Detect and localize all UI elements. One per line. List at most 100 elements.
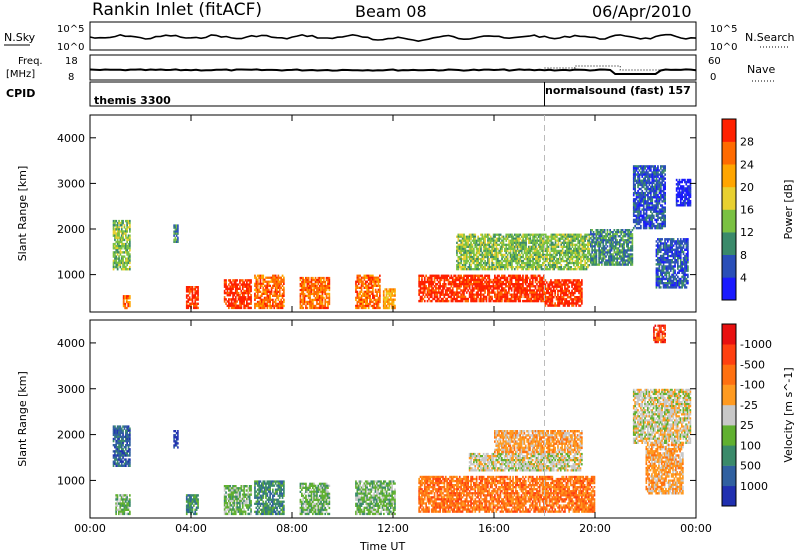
data-cell bbox=[532, 235, 534, 238]
data-cell bbox=[316, 298, 318, 302]
data-cell bbox=[529, 297, 531, 301]
data-cell bbox=[613, 235, 616, 238]
data-cell bbox=[650, 224, 652, 228]
data-cell bbox=[563, 253, 565, 257]
data-cell bbox=[118, 242, 120, 246]
data-cell bbox=[522, 287, 524, 290]
data-cell bbox=[522, 261, 524, 265]
data-cell bbox=[532, 257, 534, 261]
data-cell bbox=[518, 237, 520, 240]
data-cell bbox=[576, 285, 579, 288]
data-cell bbox=[127, 259, 130, 262]
data-cell bbox=[585, 268, 588, 271]
data-cell bbox=[494, 251, 496, 255]
data-cell bbox=[528, 259, 530, 263]
data-cell bbox=[276, 294, 278, 297]
data-cell bbox=[387, 292, 389, 295]
data-cell bbox=[470, 245, 472, 248]
data-cell bbox=[369, 280, 371, 283]
data-cell bbox=[499, 253, 502, 257]
data-cell bbox=[119, 263, 122, 267]
data-cell bbox=[223, 291, 226, 295]
data-cell bbox=[647, 198, 649, 201]
data-cell bbox=[234, 296, 237, 299]
data-cell bbox=[240, 302, 243, 305]
data-cell bbox=[527, 283, 530, 286]
data-cell bbox=[492, 257, 495, 261]
data-cell bbox=[530, 255, 533, 259]
data-cell bbox=[634, 187, 636, 191]
data-cell bbox=[657, 165, 659, 168]
data-cell bbox=[544, 279, 547, 282]
data-cell bbox=[503, 299, 506, 303]
data-cell bbox=[506, 247, 509, 251]
data-cell bbox=[645, 216, 648, 219]
data-cell bbox=[551, 255, 554, 259]
data-cell bbox=[124, 297, 127, 300]
data-cell bbox=[654, 191, 656, 195]
data-cell bbox=[461, 266, 464, 269]
data-cell bbox=[553, 245, 555, 248]
data-cell bbox=[578, 249, 581, 253]
data-cell bbox=[506, 253, 509, 257]
data-cell bbox=[662, 169, 665, 172]
data-cell bbox=[314, 276, 317, 280]
data-cell bbox=[463, 278, 465, 282]
data-cell bbox=[522, 278, 524, 282]
data-cell bbox=[624, 251, 627, 254]
data-cell bbox=[587, 255, 589, 259]
data-cell bbox=[302, 298, 304, 302]
data-cell bbox=[599, 243, 602, 246]
data-cell bbox=[464, 259, 467, 263]
data-cell bbox=[453, 295, 455, 299]
data-cell bbox=[470, 293, 472, 296]
data-cell bbox=[119, 249, 122, 252]
data-cell bbox=[544, 298, 547, 301]
data-cell bbox=[498, 293, 500, 296]
data-cell bbox=[313, 294, 315, 298]
data-cell bbox=[366, 276, 368, 279]
data-cell bbox=[540, 297, 542, 301]
data-cell bbox=[228, 279, 230, 282]
data-cell bbox=[642, 208, 645, 211]
data-cell bbox=[374, 276, 377, 279]
data-cell bbox=[520, 266, 523, 269]
data-cell bbox=[175, 228, 178, 231]
data-cell bbox=[259, 294, 262, 297]
data-cell bbox=[281, 284, 284, 287]
data-cell bbox=[621, 259, 624, 262]
data-cell bbox=[463, 235, 465, 238]
data-cell bbox=[458, 276, 461, 280]
data-cell bbox=[321, 298, 324, 302]
data-cell bbox=[457, 264, 460, 267]
data-cell bbox=[523, 243, 526, 246]
data-cell bbox=[648, 206, 651, 209]
data-cell bbox=[516, 237, 519, 240]
data-cell bbox=[606, 233, 609, 236]
data-cell bbox=[537, 255, 540, 259]
data-cell bbox=[616, 239, 618, 242]
data-cell bbox=[532, 266, 534, 269]
data-cell bbox=[453, 285, 455, 288]
data-cell bbox=[499, 247, 502, 251]
data-cell bbox=[389, 302, 392, 306]
data-cell bbox=[255, 276, 258, 279]
data-cell bbox=[120, 226, 123, 229]
data-cell bbox=[175, 224, 178, 227]
data-cell bbox=[484, 285, 486, 288]
data-cell bbox=[655, 200, 658, 203]
data-cell bbox=[513, 283, 516, 286]
data-cell bbox=[599, 229, 602, 232]
data-cell bbox=[508, 247, 510, 251]
data-cell bbox=[436, 293, 439, 296]
data-cell bbox=[645, 224, 648, 228]
data-cell bbox=[481, 285, 484, 288]
data-cell bbox=[533, 239, 536, 242]
data-cell bbox=[321, 282, 324, 286]
data-cell bbox=[310, 300, 313, 304]
data-cell bbox=[312, 300, 314, 304]
data-cell bbox=[539, 259, 541, 263]
data-cell bbox=[384, 298, 386, 301]
data-cell bbox=[526, 285, 528, 288]
data-cell bbox=[497, 266, 499, 269]
